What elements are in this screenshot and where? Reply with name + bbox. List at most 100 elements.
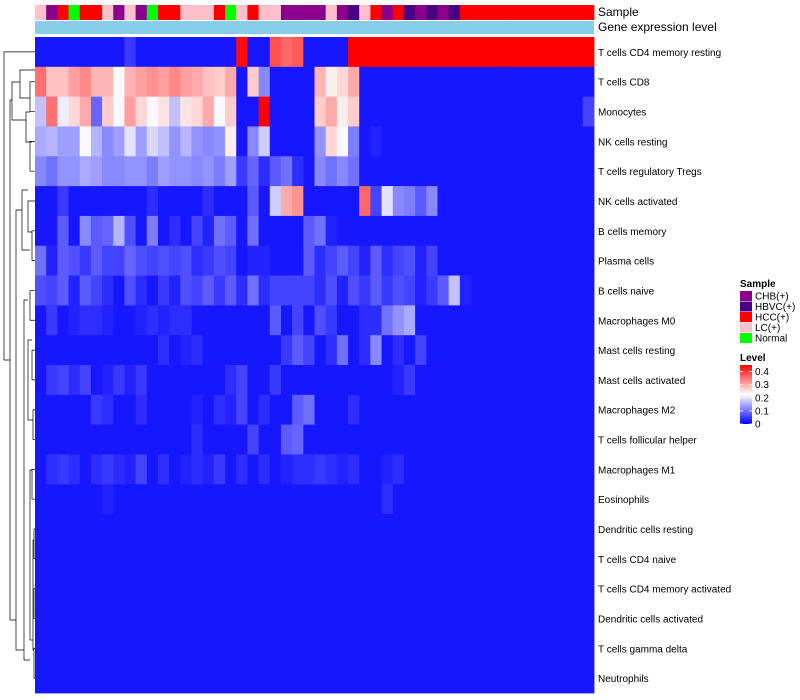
- heatmap-cell: [437, 335, 450, 366]
- heatmap-cell: [437, 186, 450, 217]
- level-legend: Level 0.4 0.3 0.2 0.1 0: [740, 353, 769, 431]
- heatmap-cell: [482, 156, 494, 187]
- heatmap-cell: [482, 365, 494, 396]
- heatmap-cell: [35, 156, 47, 187]
- heatmap-cell: [325, 573, 338, 604]
- heatmap-cell: [90, 66, 103, 98]
- heatmap-cell: [336, 573, 349, 604]
- heatmap-cell: [79, 186, 92, 217]
- heatmap-cell: [359, 275, 371, 306]
- heatmap-cell: [135, 633, 148, 664]
- heatmap-cell: [459, 424, 472, 455]
- heatmap-cell: [582, 394, 595, 426]
- heatmap-cell: [526, 156, 539, 187]
- heatmap-cell: [471, 424, 483, 455]
- heatmap-cell: [202, 454, 215, 485]
- heatmap-cell: [381, 543, 394, 575]
- heatmap-cell: [269, 215, 282, 247]
- heatmap-cell: [459, 335, 472, 366]
- heatmap-cell: [79, 96, 92, 127]
- heatmap-cell: [504, 215, 517, 247]
- sample-annotation-cell: [336, 5, 349, 20]
- heatmap-cell: [426, 96, 438, 127]
- heatmap-cell: [57, 603, 69, 634]
- heatmap-cell: [437, 514, 450, 545]
- heatmap-cell: [202, 573, 215, 604]
- heatmap-cell: [79, 245, 92, 276]
- heatmap-cell: [560, 186, 573, 217]
- heatmap-cell: [35, 215, 47, 247]
- heatmap-cell: [292, 245, 304, 276]
- heatmap-cell: [582, 424, 595, 455]
- heatmap-cell: [538, 66, 550, 98]
- heatmap-cell: [471, 514, 483, 545]
- heatmap-cell: [359, 126, 371, 157]
- heatmap-cell: [258, 66, 271, 98]
- heatmap-cell: [225, 484, 237, 515]
- heatmap-cell: [213, 66, 226, 98]
- heatmap-cell: [191, 394, 204, 426]
- sample-legend: Sample CHB(+)HBVC(+)HCC(+)LC(+)Normal: [740, 279, 795, 345]
- sample-annotation-cell: [325, 5, 338, 20]
- heatmap-cell: [236, 514, 248, 545]
- heatmap-cell: [571, 454, 584, 485]
- heatmap-cell: [269, 156, 282, 187]
- heatmap-cell: [292, 663, 304, 694]
- heatmap-cell: [68, 633, 81, 664]
- heatmap-cell: [280, 37, 293, 68]
- heatmap-cell: [437, 245, 450, 276]
- heatmap-cell: [526, 305, 539, 336]
- heatmap-cell: [180, 275, 192, 306]
- sample-annotation-cell: [403, 5, 416, 20]
- heatmap-cell: [169, 245, 181, 276]
- heatmap-cell: [269, 633, 282, 664]
- heatmap-cell: [359, 543, 371, 575]
- heatmap-cell: [336, 37, 349, 68]
- heatmap-cell: [68, 215, 81, 247]
- heatmap-cell: [157, 245, 170, 276]
- sample-annotation-cell: [538, 5, 550, 20]
- heatmap-cell: [549, 215, 561, 247]
- heatmap-cell: [381, 365, 394, 396]
- heatmap-cell: [571, 394, 584, 426]
- heatmap-cell: [448, 335, 461, 366]
- heatmap-cell: [269, 245, 282, 276]
- heatmap-cell: [191, 484, 204, 515]
- heatmap-cell: [571, 514, 584, 545]
- heatmap-cell: [102, 454, 114, 485]
- level-legend-tick-label: 0.4: [755, 367, 769, 378]
- heatmap-cell: [113, 573, 125, 604]
- sample-annotation-cell: [359, 5, 371, 20]
- heatmap-cell: [359, 335, 371, 366]
- heatmap-cell: [68, 424, 81, 455]
- heatmap-cell: [35, 394, 47, 426]
- sample-annotation-cell: [236, 5, 248, 20]
- heatmap-cell: [392, 275, 405, 306]
- sample-legend-swatch: [740, 312, 752, 322]
- heatmap-cell: [146, 543, 159, 575]
- heatmap-cell: [325, 37, 338, 68]
- heatmap-cell: [504, 663, 517, 694]
- heatmap-cell: [325, 543, 338, 575]
- heatmap-cell: [493, 394, 505, 426]
- heatmap-cell: [526, 126, 539, 157]
- heatmap-cell: [415, 96, 427, 127]
- heatmap-cell: [370, 335, 382, 366]
- heatmap-cell: [57, 96, 69, 127]
- heatmap-cell: [571, 275, 584, 306]
- heatmap-cell: [102, 543, 114, 575]
- heatmap-cell: [526, 275, 539, 306]
- heatmap-cell: [90, 543, 103, 575]
- heatmap-cell: [437, 394, 450, 426]
- sample-annotation-cell: [471, 5, 483, 20]
- heatmap-cell: [426, 514, 438, 545]
- heatmap-cell: [538, 156, 550, 187]
- heatmap-cell: [180, 514, 192, 545]
- heatmap-cell: [437, 484, 450, 515]
- heatmap-cell: [571, 66, 584, 98]
- sample-annotation-cell: [549, 5, 561, 20]
- heatmap-cell: [560, 305, 573, 336]
- heatmap-cell: [68, 305, 81, 336]
- sample-legend-label: HBVC(+): [755, 302, 795, 313]
- heatmap-cell: [560, 245, 573, 276]
